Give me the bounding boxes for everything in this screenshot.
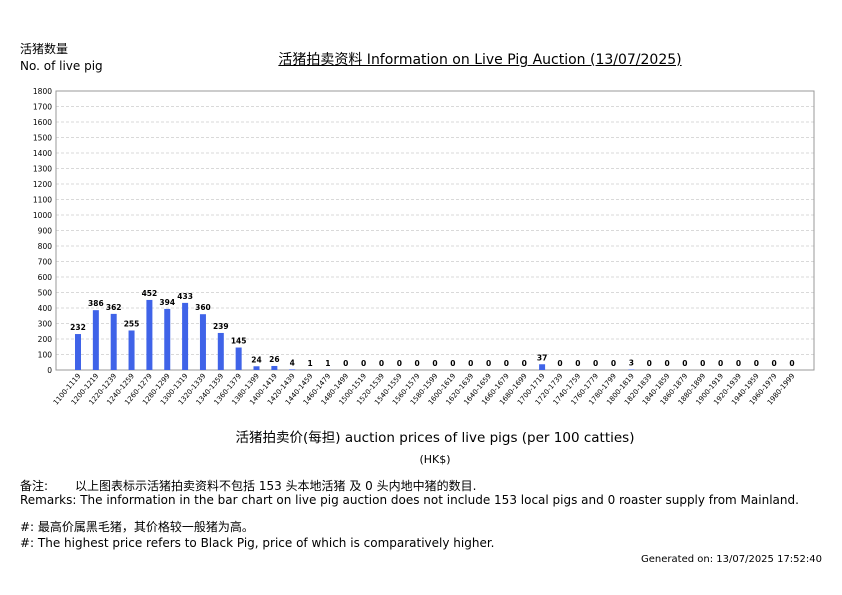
bar-value-label: 0 xyxy=(718,359,723,368)
bar-value-label: 0 xyxy=(664,359,669,368)
y-tick-label: 100 xyxy=(38,351,53,360)
highest-price-note-zh: #: 最高价属黑毛猪，其价格较一般猪为高。 xyxy=(20,520,254,534)
y-tick-label: 0 xyxy=(47,366,52,375)
bar-value-label: 1 xyxy=(307,359,312,368)
y-tick-label: 600 xyxy=(38,273,53,282)
y-tick-label: 400 xyxy=(38,304,53,313)
bar-value-label: 0 xyxy=(736,359,741,368)
bar xyxy=(253,366,260,370)
bar-value-label: 0 xyxy=(397,359,402,368)
bar-value-label: 3 xyxy=(629,359,634,368)
y-axis-title: 活猪数量 No. of live pig xyxy=(20,41,103,75)
y-tick-label: 300 xyxy=(38,320,53,329)
bar-value-label: 386 xyxy=(88,299,104,308)
bar xyxy=(128,330,135,370)
bar-value-label: 1 xyxy=(325,359,330,368)
bar-value-label: 4 xyxy=(290,358,295,367)
bar-value-label: 0 xyxy=(379,359,384,368)
bar-chart: 0100200300400500600700800900100011001200… xyxy=(33,87,815,407)
bar-value-label: 360 xyxy=(195,303,211,312)
y-tick-label: 1000 xyxy=(33,211,52,220)
bar-value-label: 0 xyxy=(593,359,598,368)
bar-value-label: 362 xyxy=(106,303,122,312)
bar-value-label: 0 xyxy=(700,359,705,368)
bar-value-label: 394 xyxy=(159,298,175,307)
bar-value-label: 0 xyxy=(486,359,491,368)
bar-value-label: 0 xyxy=(343,359,348,368)
y-axis-title-en: No. of live pig xyxy=(20,59,103,73)
bar xyxy=(289,369,296,370)
bar xyxy=(271,365,278,370)
highest-price-note-en: #: The highest price refers to Black Pig… xyxy=(20,536,495,550)
bar-value-label: 0 xyxy=(415,359,420,368)
bar-value-label: 452 xyxy=(142,289,158,298)
bar xyxy=(164,308,171,370)
bar xyxy=(75,334,81,370)
bar-value-label: 0 xyxy=(647,359,652,368)
bar-value-label: 145 xyxy=(231,337,247,346)
bar-value-label: 433 xyxy=(177,292,193,301)
y-tick-label: 1400 xyxy=(33,149,52,158)
bar-value-label: 26 xyxy=(269,355,279,364)
bar-value-label: 0 xyxy=(468,359,473,368)
y-tick-label: 1200 xyxy=(33,180,52,189)
bar-value-label: 0 xyxy=(504,359,509,368)
y-tick-label: 700 xyxy=(38,258,53,267)
y-tick-label: 1700 xyxy=(33,103,52,112)
bar-value-label: 255 xyxy=(124,319,140,328)
y-tick-label: 1800 xyxy=(33,87,52,96)
bar xyxy=(217,332,224,370)
y-tick-label: 1600 xyxy=(33,118,52,127)
y-tick-label: 500 xyxy=(38,289,53,298)
bar-value-label: 0 xyxy=(575,359,580,368)
bar-value-label: 0 xyxy=(522,359,527,368)
bar xyxy=(110,313,117,370)
generated-timestamp: Generated on: 13/07/2025 17:52:40 xyxy=(641,554,822,565)
plot-frame xyxy=(55,90,815,371)
bar-value-label: 24 xyxy=(251,355,261,364)
y-tick-label: 1300 xyxy=(33,165,52,174)
y-tick-label: 200 xyxy=(38,335,53,344)
bar xyxy=(539,364,546,370)
remarks-en: Remarks: The information in the bar char… xyxy=(20,493,799,507)
bar-value-label: 0 xyxy=(682,359,687,368)
remarks-zh-label: 备注: xyxy=(20,479,49,493)
bar-value-label: 0 xyxy=(361,359,366,368)
bar-value-label: 0 xyxy=(789,359,794,368)
y-tick-label: 1100 xyxy=(33,196,52,205)
bar-value-label: 0 xyxy=(450,359,455,368)
remarks-zh: 以上图表标示活猪拍卖资料不包括 153 头本地活猪 及 0 头内地中猪的数目. xyxy=(75,479,477,493)
bar xyxy=(235,347,242,370)
bar-value-label: 0 xyxy=(557,359,562,368)
bar-value-label: 0 xyxy=(611,359,616,368)
y-tick-label: 1500 xyxy=(33,134,52,143)
bar-value-label: 232 xyxy=(70,323,86,332)
bar-value-label: 37 xyxy=(537,353,547,362)
bar xyxy=(146,299,153,370)
bar xyxy=(199,314,206,370)
bar-value-label: 0 xyxy=(432,359,437,368)
chart-title: 活猪拍卖资料 Information on Live Pig Auction (… xyxy=(278,52,682,68)
bar-value-label: 0 xyxy=(754,359,759,368)
currency-unit: (HK$) xyxy=(419,453,451,466)
y-tick-label: 900 xyxy=(38,227,53,236)
x-axis-title: 活猪拍卖价(每担) auction prices of live pigs (p… xyxy=(235,430,635,446)
bar-value-label: 0 xyxy=(772,359,777,368)
bar-value-label: 239 xyxy=(213,322,229,331)
bar xyxy=(92,310,99,370)
y-tick-label: 800 xyxy=(38,242,53,251)
bar xyxy=(182,302,189,370)
y-axis-title-zh: 活猪数量 xyxy=(20,42,69,56)
